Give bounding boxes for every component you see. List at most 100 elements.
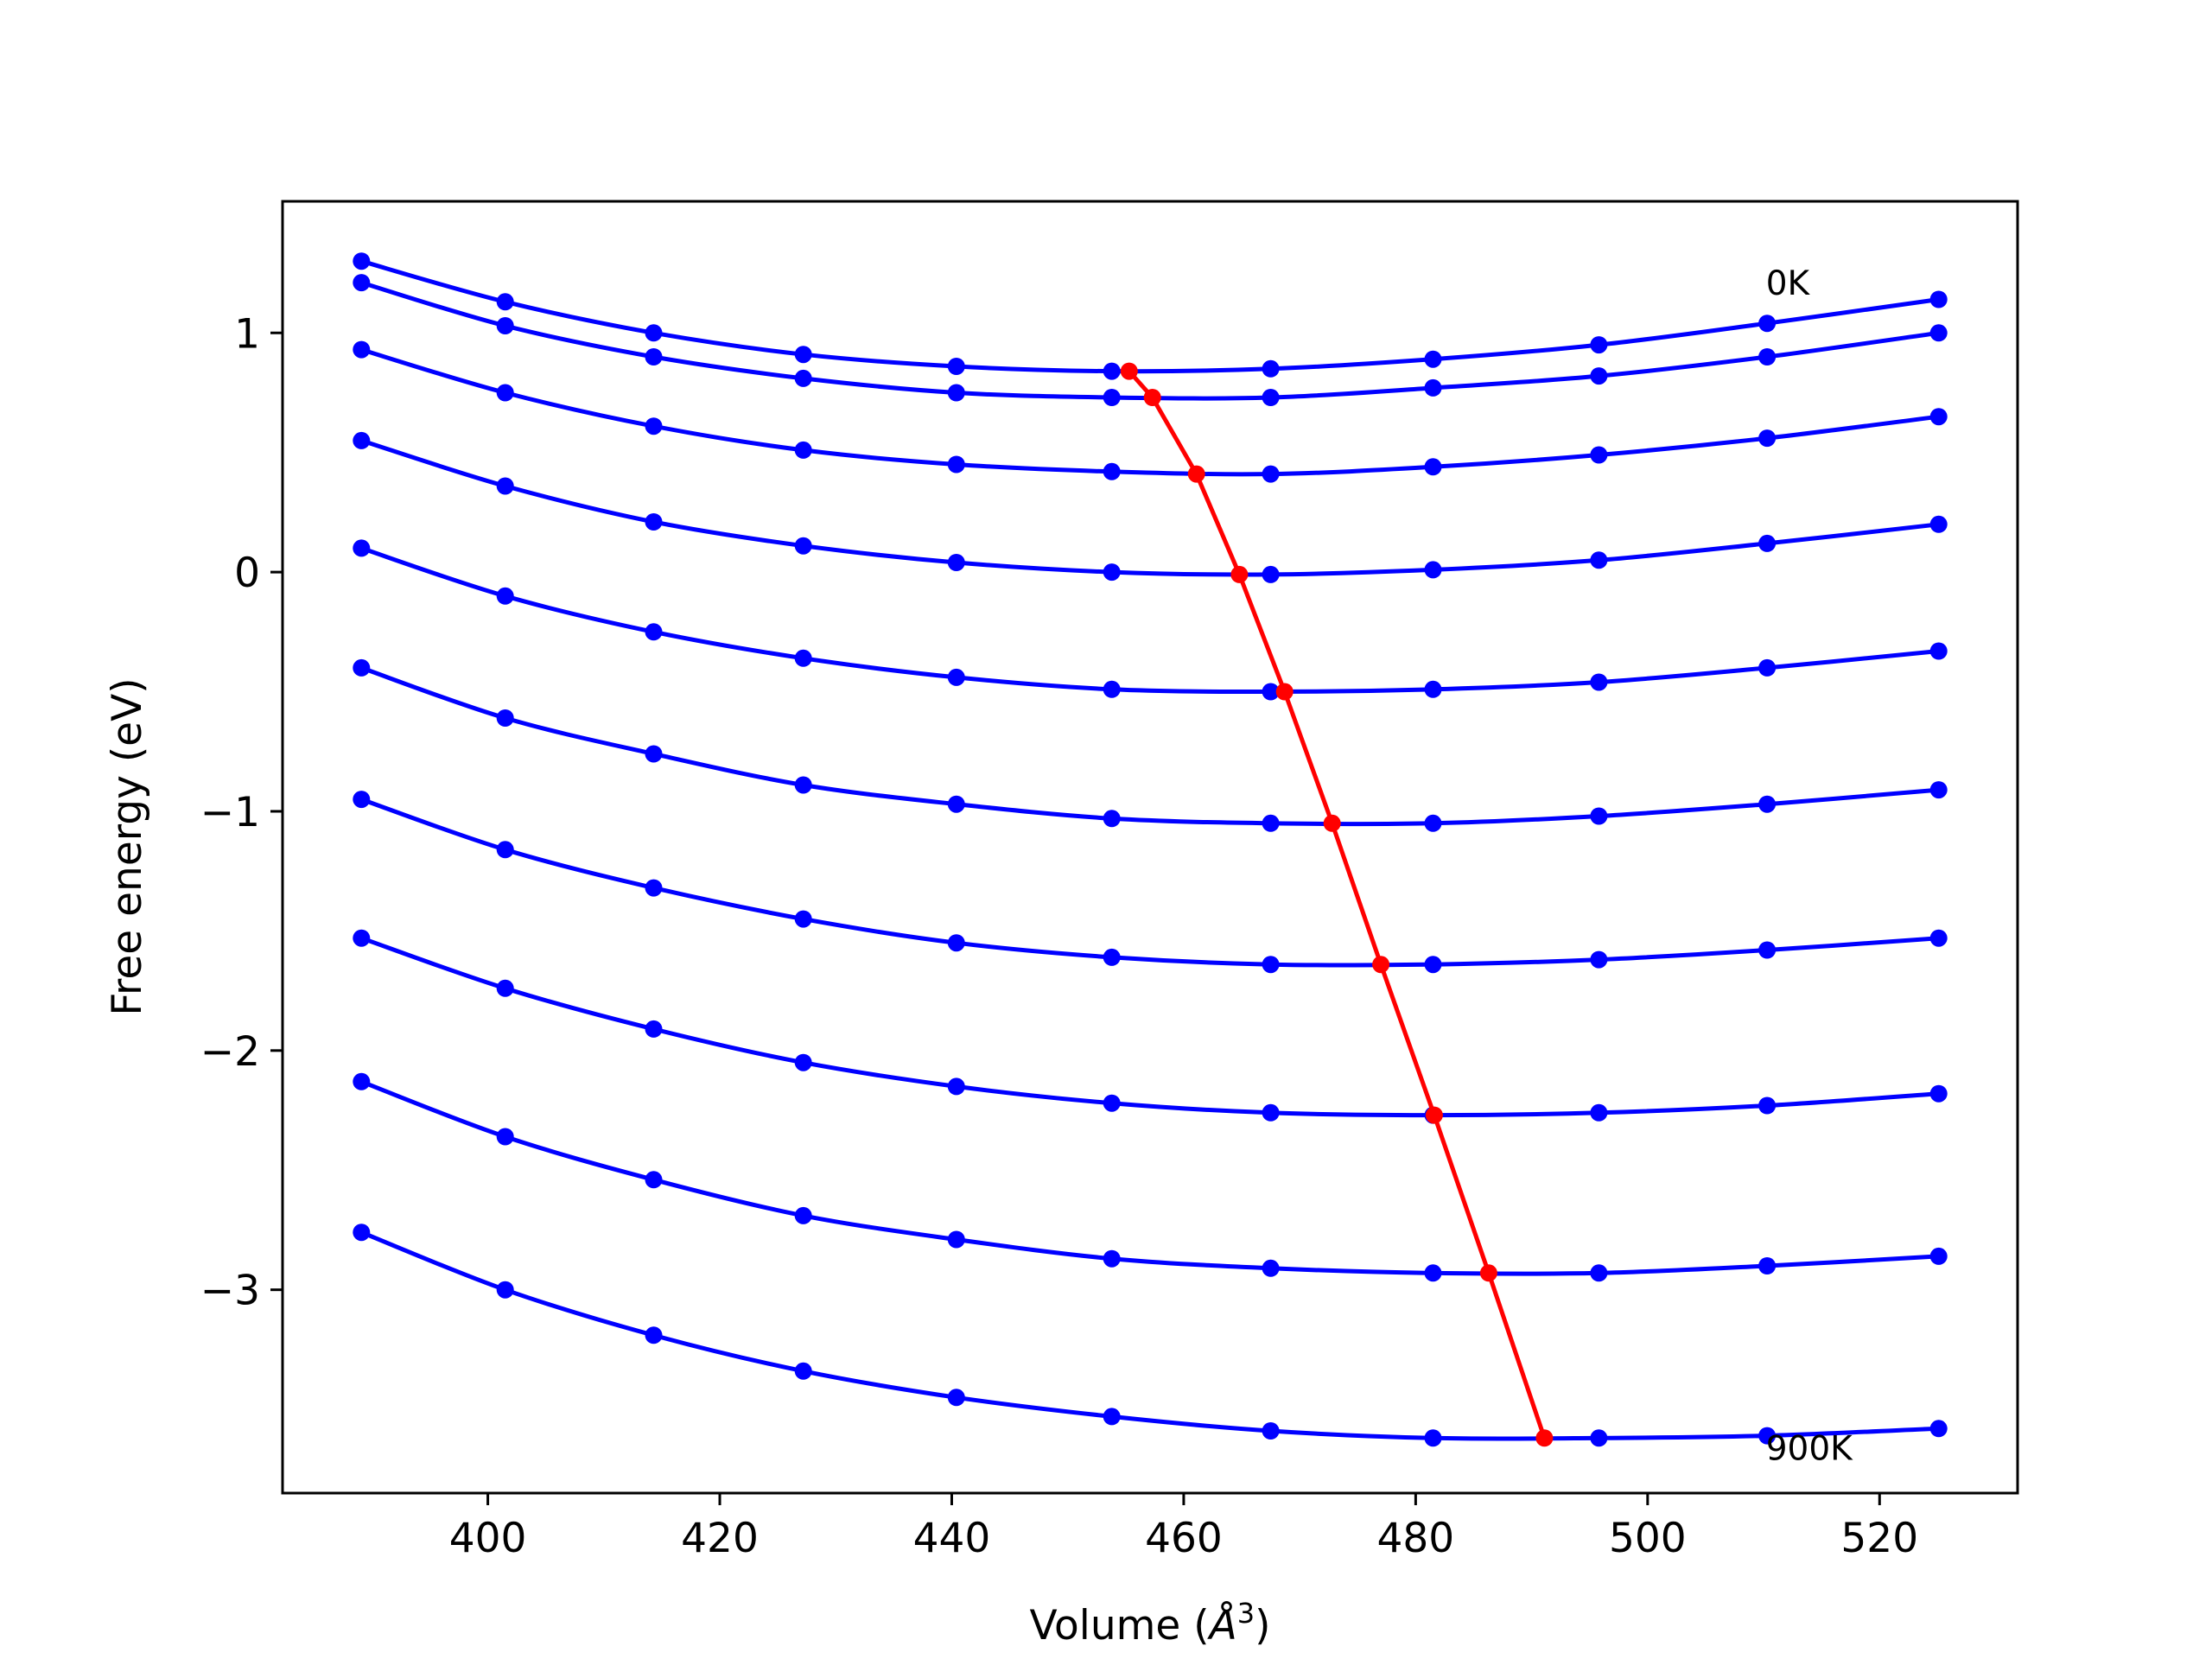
series-6-point-0 [353,791,371,809]
series-9-point-0 [353,1224,371,1242]
series-0-point-2 [645,324,663,342]
series-0-point-3 [794,346,812,364]
series-7-point-9 [1758,1096,1777,1115]
series-9-point-4 [947,1389,965,1407]
series-6-point-10 [1929,929,1948,947]
series-4-point-1 [496,587,514,605]
series-2-point-10 [1929,408,1948,426]
series-0-point-9 [1758,315,1777,333]
series-8-point-10 [1929,1247,1948,1265]
minimum-point-9 [1535,1429,1554,1447]
series-4-point-4 [947,668,965,686]
series-8-point-3 [794,1206,812,1224]
minimum-point-0 [1120,362,1138,380]
series-3-point-2 [645,513,663,531]
series-5-point-5 [1103,810,1121,828]
minimum-point-5 [1323,814,1341,832]
minimum-point-2 [1187,465,1205,483]
series-1-point-9 [1758,348,1777,365]
series-9-point-1 [496,1281,514,1299]
series-1-point-3 [794,369,812,387]
series-1-point-7 [1424,378,1442,397]
y-axis-label: Free energy (eV) [104,677,151,1015]
series-9-point-2 [645,1326,663,1344]
series-3-point-6 [1262,565,1280,583]
minimum-point-6 [1372,956,1390,974]
series-1-point-6 [1262,389,1280,406]
x-tick-label-3: 460 [1145,1515,1223,1562]
minimum-point-8 [1479,1264,1497,1282]
series-4-point-3 [794,649,812,667]
y-axis-ticks: 1 0 −1 −2 −3 [200,310,283,1315]
series-1-point-8 [1590,367,1608,385]
series-2-point-7 [1424,458,1442,476]
series-8-point-5 [1103,1249,1121,1268]
series-8-point-1 [496,1128,514,1146]
series-7-point-10 [1929,1084,1948,1103]
y-tick-label-0: 1 [234,310,260,358]
series-6-point-1 [496,841,514,859]
series-9-point-10 [1929,1420,1948,1438]
series-7-point-3 [794,1053,812,1071]
series-2-point-9 [1758,429,1777,448]
series-1-point-10 [1929,324,1948,342]
series-5-point-1 [496,709,514,727]
series-4-point-0 [353,539,371,557]
series-3-point-9 [1758,534,1777,552]
series-4-point-9 [1758,658,1777,677]
series-5-point-3 [794,776,812,794]
minimum-point-3 [1230,565,1249,583]
minimum-line [1127,369,1547,1440]
series-5-point-2 [645,745,663,763]
series-4-point-5 [1103,680,1121,698]
series-5-point-7 [1424,814,1442,832]
series-1-point-2 [645,348,663,365]
x-axis-label-close: ) [1255,1602,1270,1649]
series-6-point-2 [645,879,663,897]
series-0-point-0 [353,252,371,270]
y-tick-label-2: −1 [200,789,260,836]
series-8-point-8 [1590,1264,1608,1282]
series-6-point-8 [1590,950,1608,969]
series-3-point-5 [1103,563,1121,582]
series-5-point-10 [1929,781,1948,799]
series-8-point-4 [947,1230,965,1249]
series-3-point-1 [496,477,514,495]
series-0-point-1 [496,293,514,311]
series-3-point-7 [1424,561,1442,579]
series-4-point-7 [1424,680,1442,698]
series-7-point-2 [645,1020,663,1038]
series-0-point-5 [1103,362,1121,380]
x-axis-label-exponent: 3 [1237,1597,1255,1630]
series-2-point-2 [645,417,663,435]
series-4-point-2 [645,623,663,641]
x-tick-label-0: 400 [449,1515,527,1562]
series-5-point-8 [1590,807,1608,825]
series-2-point-8 [1590,446,1608,464]
minimum-point-4 [1275,683,1294,701]
x-axis-label-unit: Å [1207,1602,1237,1649]
series-2-point-1 [496,384,514,402]
series-3-point-10 [1929,515,1948,533]
series-3-point-0 [353,431,371,449]
series-7-point-5 [1103,1094,1121,1112]
x-axis-label: Volume (Å3) [1030,1597,1271,1649]
series-9-point-9 [1758,1427,1777,1445]
series-7-point-0 [353,929,371,947]
series-8-point-0 [353,1072,371,1090]
x-axis-label-text: Volume ( [1030,1602,1210,1649]
series-5-point-0 [353,658,371,677]
series-2-point-3 [794,441,812,459]
series-0-point-8 [1590,336,1608,354]
series-8-point-9 [1758,1257,1777,1274]
series-4-point-6 [1262,683,1280,701]
curves-group [353,252,1948,1447]
series-2-point-5 [1103,462,1121,480]
series-1-point-4 [947,384,965,402]
series-8-point-2 [645,1171,663,1189]
series-2-point-0 [353,340,371,359]
series-9-point-3 [794,1362,812,1380]
x-tick-label-5: 500 [1609,1515,1687,1562]
